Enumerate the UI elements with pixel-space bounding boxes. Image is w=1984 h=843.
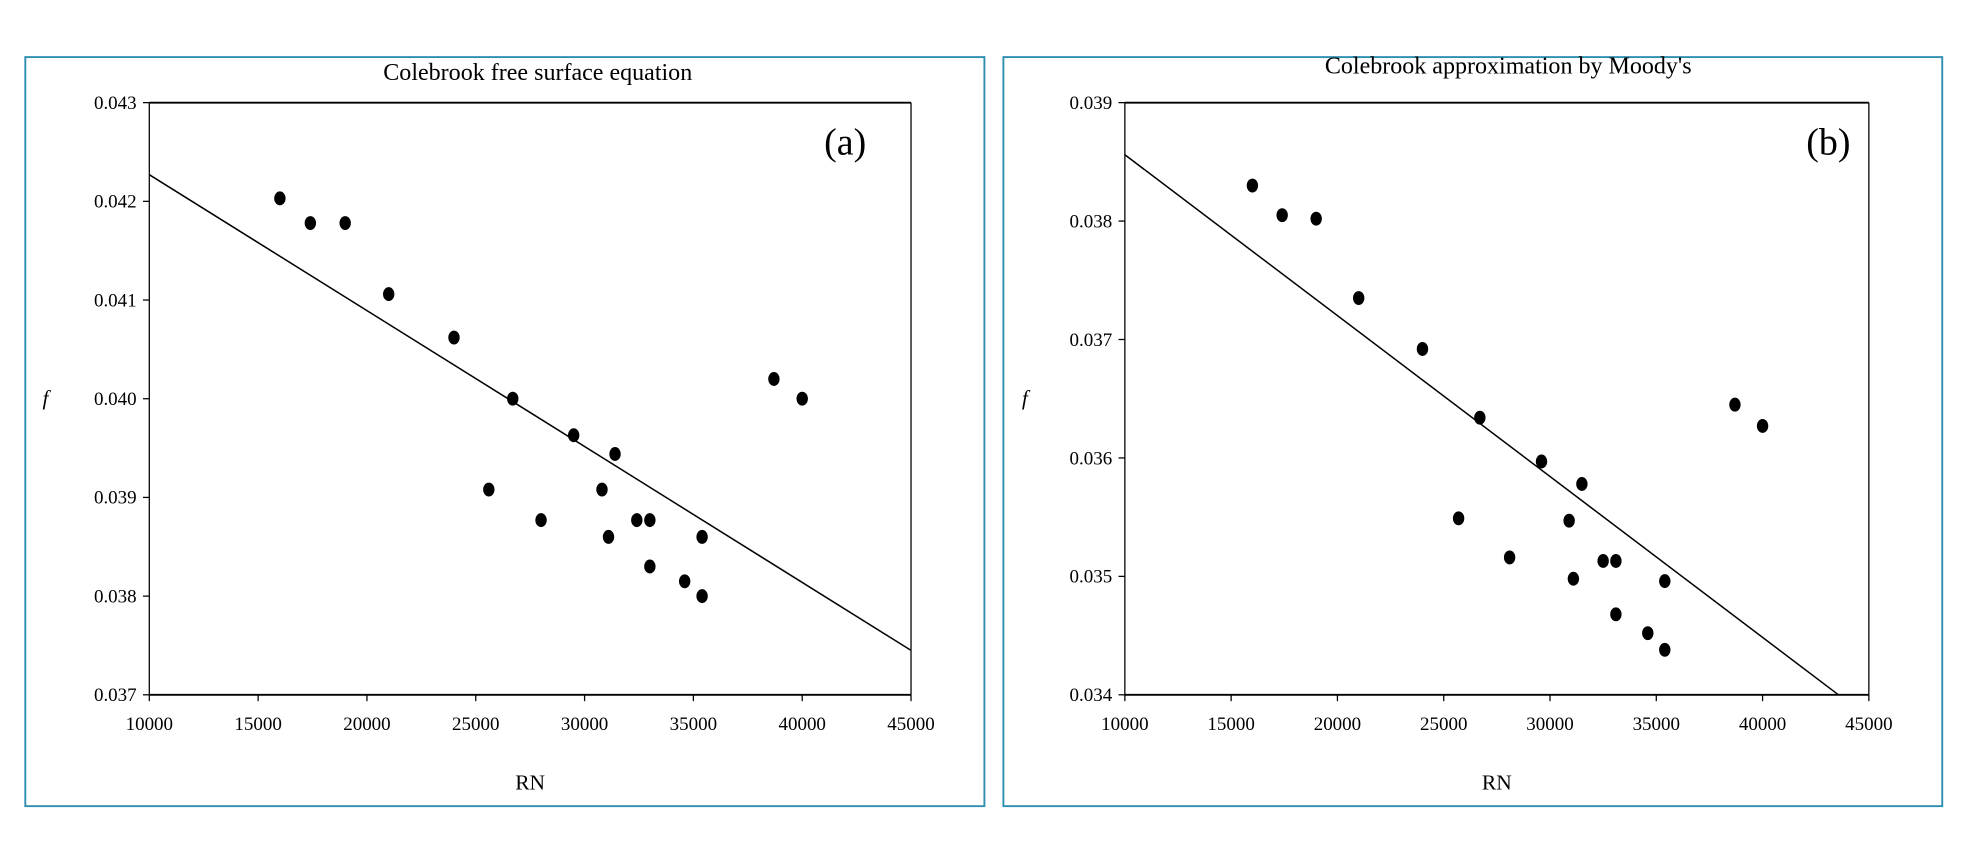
data-point [448, 330, 460, 345]
data-point [1276, 208, 1288, 223]
y-tick-label: 0.043 [94, 93, 137, 114]
y-tick-label: 0.036 [1070, 448, 1113, 469]
trend-line [148, 174, 912, 652]
x-tick-label: 10000 [1101, 714, 1148, 735]
chart-panel-a: Colebrook free surface equation 0.037 0.03… [24, 56, 986, 808]
data-point [304, 216, 317, 231]
y-tick-label: 0.040 [94, 389, 137, 410]
data-point [1576, 477, 1588, 491]
x-tick-label: 35000 [1633, 714, 1680, 735]
panel-frame [24, 56, 986, 808]
y-tick-label: 0.037 [94, 685, 137, 706]
data-point [1474, 410, 1486, 425]
data-point [507, 391, 519, 406]
x-tick-label: 45000 [1845, 714, 1892, 735]
x-tick-label: 40000 [1739, 714, 1786, 735]
data-point [631, 513, 643, 528]
trend-line [1124, 154, 1839, 696]
x-tick-label: 10000 [126, 714, 173, 735]
y-tick-label: 0.041 [94, 290, 137, 311]
x-axis-label: RN [1482, 771, 1512, 795]
data-point [535, 513, 547, 528]
data-point [696, 589, 708, 604]
data-point [567, 428, 580, 443]
y-tick-label: 0.039 [1070, 93, 1113, 114]
x-tick-label: 25000 [452, 714, 499, 735]
chart-title: Colebrook free surface equation [383, 60, 692, 86]
data-point [339, 216, 351, 231]
data-point [596, 482, 608, 497]
data-point [483, 482, 495, 497]
x-tick-label: 15000 [234, 714, 281, 735]
x-tick-label: 35000 [670, 714, 717, 735]
x-tick-label: 45000 [887, 714, 934, 735]
data-point [602, 529, 615, 544]
x-tick-label: 15000 [1207, 714, 1254, 735]
data-point [644, 513, 656, 528]
data-point [1503, 550, 1516, 565]
y-tick-label: 0.042 [94, 192, 137, 213]
data-point [1416, 342, 1429, 356]
data-point [1352, 291, 1365, 306]
data-point [383, 287, 395, 302]
y-tick-label: 0.039 [94, 488, 137, 509]
data-point [1310, 211, 1322, 226]
y-axis-label: f [43, 386, 52, 410]
x-tick-label: 30000 [561, 714, 608, 735]
data-point [1659, 642, 1671, 657]
data-point [678, 574, 691, 589]
chart-panel-b: Colebrook approximation by Moody's 0.034 0… [1002, 54, 1944, 808]
panel-label: (a) [824, 122, 866, 164]
y-tick-label: 0.035 [1070, 567, 1113, 588]
data-point [1610, 607, 1622, 622]
x-tick-label: 20000 [1314, 714, 1361, 735]
data-point [796, 391, 808, 406]
panel-label: (b) [1806, 122, 1850, 164]
data-point [1535, 454, 1548, 469]
data-point [644, 559, 656, 574]
x-tick-label: 40000 [778, 714, 825, 735]
x-tick-label: 30000 [1526, 714, 1573, 735]
y-axis-label: f [1022, 386, 1031, 410]
data-point [1563, 513, 1575, 528]
x-tick-label: 25000 [1420, 714, 1467, 735]
data-point [1642, 626, 1654, 641]
data-point [1452, 511, 1465, 526]
data-point [696, 529, 708, 544]
data-point [1567, 571, 1580, 586]
x-axis-label: RN [515, 771, 545, 795]
x-tick-label: 20000 [343, 714, 390, 735]
data-point [1756, 419, 1769, 433]
data-point [768, 372, 780, 386]
y-tick-label: 0.037 [1070, 330, 1113, 351]
data-point [1597, 554, 1609, 568]
data-point [1659, 574, 1671, 589]
data-point [274, 191, 286, 206]
data-point [1610, 554, 1622, 568]
data-point [609, 447, 621, 461]
data-point [1729, 397, 1741, 412]
data-point [1246, 178, 1259, 193]
y-tick-label: 0.034 [1070, 685, 1113, 706]
y-tick-label: 0.038 [1070, 211, 1113, 232]
y-tick-label: 0.038 [94, 586, 137, 607]
chart-title: Colebrook approximation by Moody's [1325, 54, 1692, 80]
